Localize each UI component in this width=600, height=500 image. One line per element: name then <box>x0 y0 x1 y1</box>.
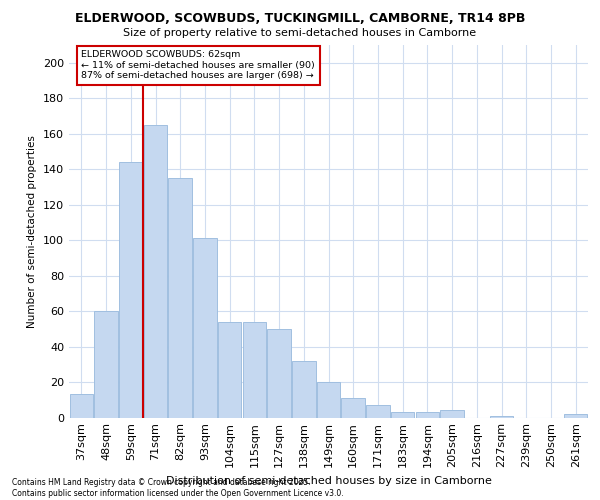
Bar <box>391 412 415 418</box>
Text: ELDERWOOD SCOWBUDS: 62sqm
← 11% of semi-detached houses are smaller (90)
87% of : ELDERWOOD SCOWBUDS: 62sqm ← 11% of semi-… <box>82 50 315 80</box>
Bar <box>317 382 340 418</box>
Bar <box>242 322 266 418</box>
Bar <box>490 416 513 418</box>
Bar <box>144 125 167 418</box>
Bar <box>193 238 217 418</box>
Bar <box>440 410 464 418</box>
Y-axis label: Number of semi-detached properties: Number of semi-detached properties <box>28 135 37 328</box>
Bar <box>70 394 93 417</box>
Bar <box>292 360 316 418</box>
Bar <box>94 311 118 418</box>
X-axis label: Distribution of semi-detached houses by size in Camborne: Distribution of semi-detached houses by … <box>166 476 491 486</box>
Bar <box>169 178 192 418</box>
Bar <box>119 162 143 417</box>
Bar <box>268 329 291 418</box>
Bar <box>218 322 241 418</box>
Text: ELDERWOOD, SCOWBUDS, TUCKINGMILL, CAMBORNE, TR14 8PB: ELDERWOOD, SCOWBUDS, TUCKINGMILL, CAMBOR… <box>75 12 525 26</box>
Text: Size of property relative to semi-detached houses in Camborne: Size of property relative to semi-detach… <box>124 28 476 38</box>
Text: Contains HM Land Registry data © Crown copyright and database right 2025.
Contai: Contains HM Land Registry data © Crown c… <box>12 478 344 498</box>
Bar <box>366 405 389 417</box>
Bar <box>341 398 365 417</box>
Bar <box>416 412 439 418</box>
Bar <box>564 414 587 418</box>
